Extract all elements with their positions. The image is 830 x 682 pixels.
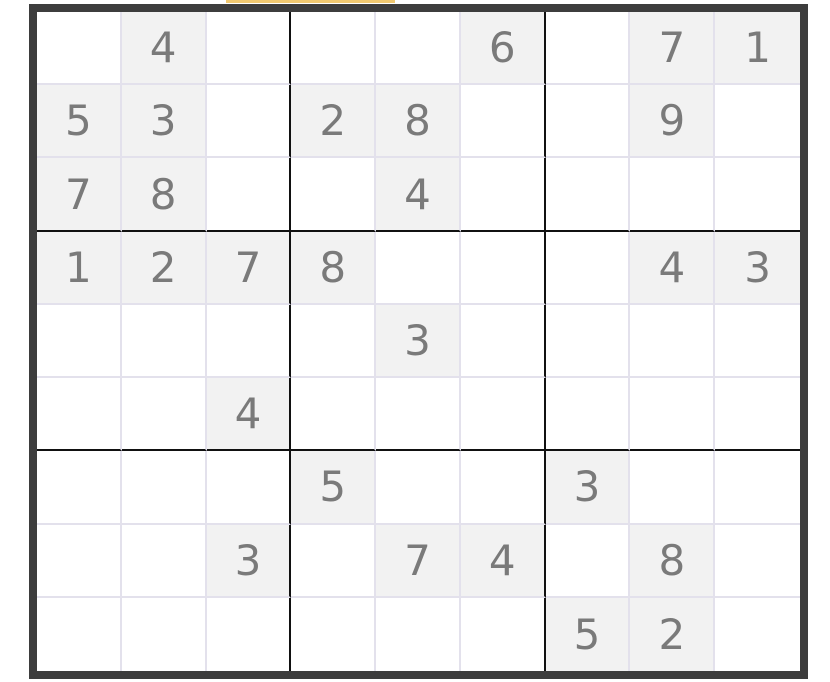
cell-r4-c3[interactable]: 7: [206, 231, 292, 305]
cell-r7-c2[interactable]: [121, 451, 207, 525]
cell-r2-c5[interactable]: 8: [376, 85, 461, 159]
cell-r5-c5[interactable]: 3: [376, 304, 461, 379]
cell-r7-c9[interactable]: [715, 451, 800, 525]
cell-r5-c4[interactable]: [291, 304, 377, 379]
cell-r5-c2[interactable]: [121, 304, 207, 379]
cell-r9-c5[interactable]: [376, 597, 461, 671]
cell-r5-c9[interactable]: [715, 305, 800, 379]
cell-r6-c1[interactable]: [37, 378, 122, 452]
cell-r8-c8[interactable]: 8: [630, 524, 716, 598]
cell-r1-c4[interactable]: [291, 12, 377, 86]
cell-r6-c6[interactable]: [460, 378, 546, 452]
cell-r8-c6[interactable]: 4: [460, 524, 546, 598]
cell-r3-c8[interactable]: [630, 158, 716, 232]
cell-r7-c4[interactable]: 5: [291, 451, 377, 525]
cell-r3-c6[interactable]: [460, 158, 546, 232]
cell-r8-c7[interactable]: [545, 524, 631, 598]
cell-r3-c1[interactable]: 7: [37, 158, 122, 232]
cell-r8-c3[interactable]: 3: [206, 524, 292, 598]
cell-r4-c2[interactable]: 2: [121, 231, 207, 305]
cell-r7-c3[interactable]: [206, 451, 292, 525]
cell-r2-c1[interactable]: 5: [37, 85, 122, 159]
cell-r3-c3[interactable]: [206, 158, 292, 232]
cell-r2-c8[interactable]: 9: [630, 85, 716, 159]
cell-r9-c9[interactable]: [715, 598, 800, 671]
cell-r7-c8[interactable]: [630, 451, 716, 525]
cell-r4-c8[interactable]: 4: [630, 231, 716, 305]
cell-r5-c8[interactable]: [630, 304, 716, 379]
cell-r8-c1[interactable]: [37, 524, 122, 598]
cell-r1-c7[interactable]: [545, 12, 631, 86]
cell-r8-c9[interactable]: [715, 525, 800, 598]
cell-r6-c2[interactable]: [121, 378, 207, 452]
cell-r5-c1[interactable]: [37, 304, 122, 379]
cell-r7-c6[interactable]: [460, 451, 546, 525]
cell-r5-c6[interactable]: [460, 304, 546, 379]
cell-r5-c7[interactable]: [545, 304, 631, 379]
cell-r1-c3[interactable]: [206, 12, 292, 86]
cell-r9-c7[interactable]: 5: [545, 597, 631, 671]
cell-r4-c5[interactable]: [376, 231, 461, 305]
cell-r9-c4[interactable]: [291, 597, 377, 671]
cell-r3-c4[interactable]: [291, 158, 377, 232]
cell-r8-c2[interactable]: [121, 524, 207, 598]
top-accent-bar: [226, 0, 395, 3]
cell-r4-c1[interactable]: 1: [37, 231, 122, 305]
cell-r2-c6[interactable]: [460, 85, 546, 159]
cell-r7-c7[interactable]: 3: [545, 451, 631, 525]
cell-r3-c5[interactable]: 4: [376, 158, 461, 232]
cell-r6-c7[interactable]: [545, 378, 631, 452]
cell-r1-c6[interactable]: 6: [460, 12, 546, 86]
cell-r8-c4[interactable]: [291, 524, 377, 598]
cell-r1-c9[interactable]: 1: [715, 12, 800, 86]
cell-r2-c3[interactable]: [206, 85, 292, 159]
cell-r4-c7[interactable]: [545, 231, 631, 305]
cell-r1-c8[interactable]: 7: [630, 12, 716, 86]
cell-r3-c7[interactable]: [545, 158, 631, 232]
cell-r4-c4[interactable]: 8: [291, 231, 377, 305]
cell-r8-c5[interactable]: 7: [376, 524, 461, 598]
cell-r2-c9[interactable]: [715, 85, 800, 159]
cell-r6-c5[interactable]: [376, 378, 461, 452]
cell-r9-c1[interactable]: [37, 597, 122, 671]
cell-r1-c1[interactable]: [37, 12, 122, 86]
cell-r9-c6[interactable]: [461, 597, 546, 671]
cell-r4-c6[interactable]: [460, 231, 546, 305]
cell-r9-c2[interactable]: [122, 597, 207, 671]
cell-r6-c3[interactable]: 4: [206, 378, 292, 452]
cell-r3-c9[interactable]: [715, 158, 800, 232]
cell-r9-c3[interactable]: [207, 597, 292, 671]
cell-r1-c2[interactable]: 4: [121, 12, 207, 86]
cell-r7-c1[interactable]: [37, 451, 122, 525]
cell-r6-c8[interactable]: [630, 378, 716, 452]
cell-r3-c2[interactable]: 8: [121, 158, 207, 232]
cell-r2-c4[interactable]: 2: [291, 85, 377, 159]
cell-r9-c8[interactable]: 2: [630, 597, 716, 671]
cell-r4-c9[interactable]: 3: [715, 231, 800, 305]
cell-r6-c9[interactable]: [715, 378, 800, 452]
cell-r1-c5[interactable]: [376, 12, 461, 86]
cell-r6-c4[interactable]: [291, 378, 377, 452]
cell-r7-c5[interactable]: [376, 451, 461, 525]
cell-r2-c2[interactable]: 3: [121, 85, 207, 159]
cell-r2-c7[interactable]: [545, 85, 631, 159]
cell-r5-c3[interactable]: [206, 304, 292, 379]
